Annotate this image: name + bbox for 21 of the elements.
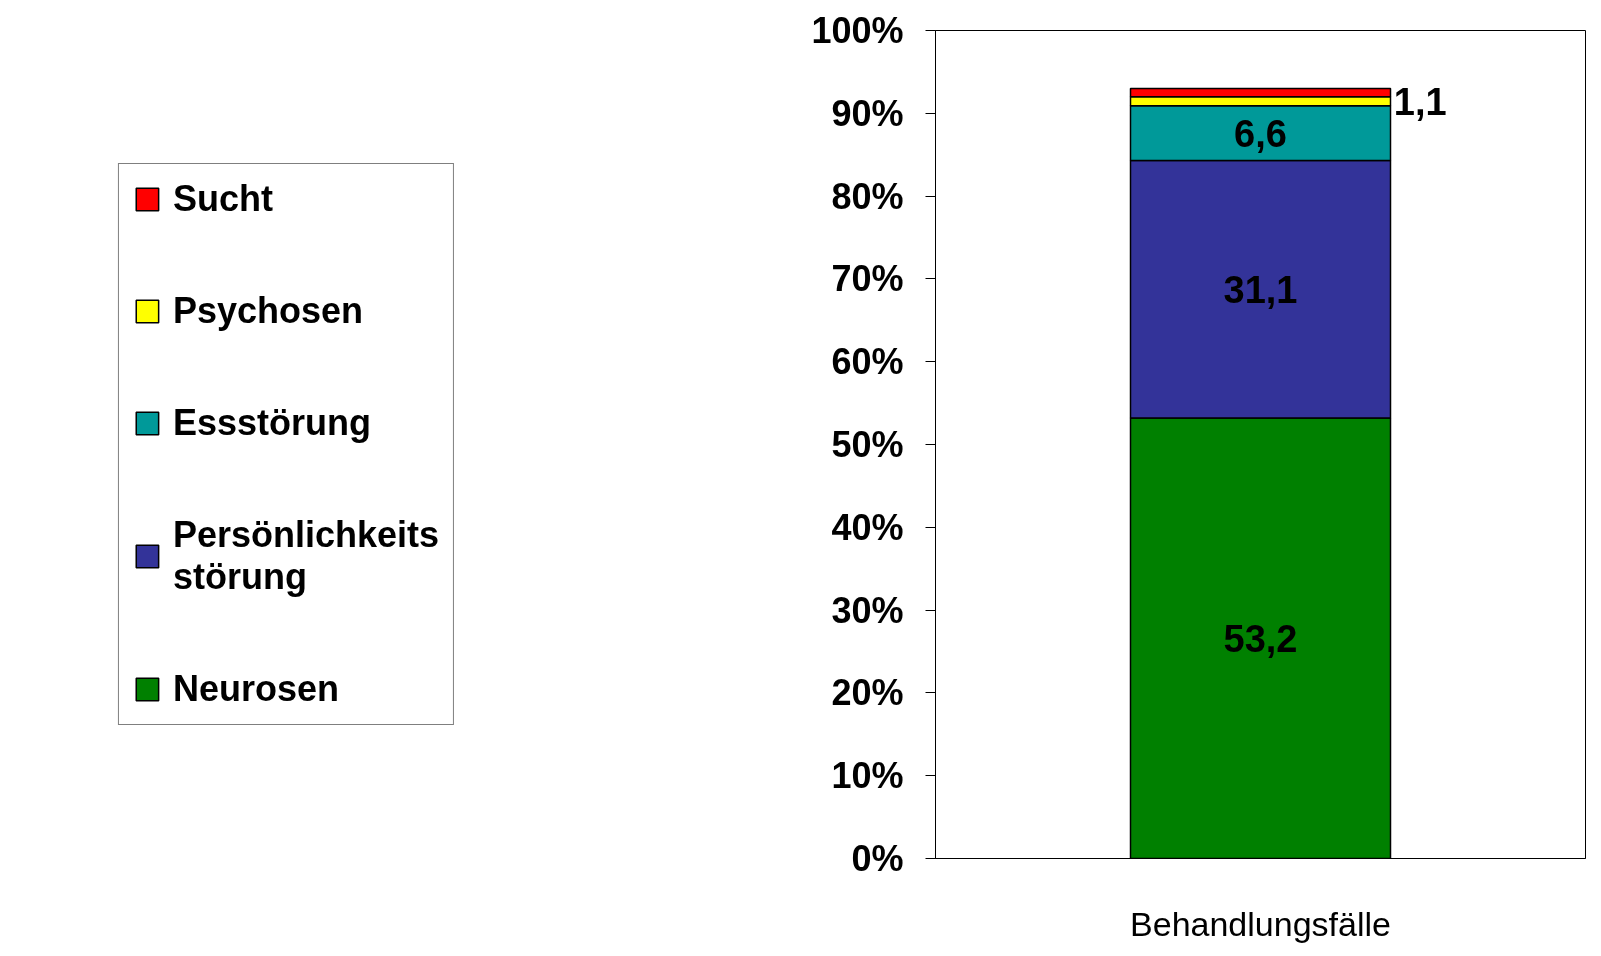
- y-tick-label: 30%: [831, 589, 904, 631]
- y-tick-label: 40%: [831, 506, 904, 548]
- x-tick-label: Behandlungsfälle: [1130, 904, 1391, 943]
- y-tick-label: 80%: [831, 175, 904, 217]
- legend-label: Essstörung: [172, 402, 372, 444]
- legend-label: Neurosen: [172, 668, 340, 710]
- y-tick-label: 0%: [851, 838, 904, 879]
- y-tick-label: 50%: [831, 424, 904, 465]
- data-label: 53,2: [1223, 617, 1298, 660]
- data-label: 31,1: [1223, 268, 1298, 311]
- legend-label: Persönlichkeits störung: [172, 514, 440, 598]
- y-tick-label: 90%: [831, 92, 904, 134]
- y-tick-label: 60%: [831, 341, 904, 383]
- y-tick-label: 10%: [831, 755, 904, 797]
- y-tick-label: 100%: [811, 10, 904, 51]
- y-tick-label: 20%: [831, 672, 904, 714]
- data-label: 6,6: [1234, 112, 1287, 155]
- y-tick-label: 70%: [831, 258, 904, 300]
- legend-label: Psychosen: [172, 290, 364, 332]
- data-label: 1,1: [1393, 80, 1447, 123]
- legend-label: Sucht: [172, 178, 273, 220]
